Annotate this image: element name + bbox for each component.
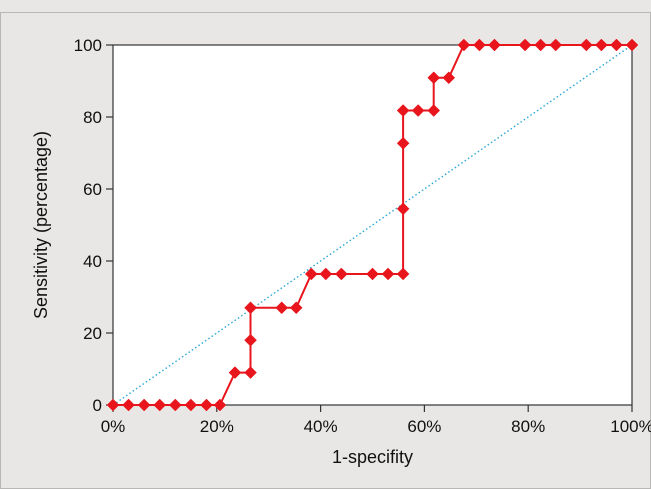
data-point-diamond xyxy=(122,398,135,412)
data-point-diamond xyxy=(244,366,257,379)
y-tick-label: 0 xyxy=(93,396,102,415)
x-tick-label: 100% xyxy=(610,417,651,436)
data-point-diamond xyxy=(106,398,120,412)
data-point-diamond xyxy=(595,38,608,52)
series-layer xyxy=(106,38,639,412)
x-tick-label: 60% xyxy=(407,417,441,436)
data-point-diamond xyxy=(396,104,410,117)
x-tick-label: 80% xyxy=(511,417,545,436)
y-tick-label: 20 xyxy=(83,324,102,343)
data-point-diamond xyxy=(213,398,227,412)
y-tick-label: 60 xyxy=(83,180,102,199)
data-point-diamond xyxy=(289,301,303,315)
data-point-diamond xyxy=(396,267,410,281)
data-point-diamond xyxy=(457,38,471,52)
data-point-diamond xyxy=(396,202,410,216)
data-point-diamond xyxy=(411,104,425,117)
data-point-diamond xyxy=(473,38,486,52)
data-point-diamond xyxy=(228,366,242,379)
data-point-diamond xyxy=(137,398,151,412)
y-tick-label: 40 xyxy=(83,252,102,271)
data-point-diamond xyxy=(168,398,182,412)
data-point-diamond xyxy=(244,333,257,347)
data-point-diamond xyxy=(579,38,593,52)
y-tick-label: 100 xyxy=(74,36,102,55)
data-point-diamond xyxy=(304,267,318,281)
x-tick-label: 0% xyxy=(101,417,126,436)
data-point-diamond xyxy=(518,38,532,52)
data-point-diamond xyxy=(625,38,639,52)
reference-diagonal-line xyxy=(112,44,633,406)
data-point-diamond xyxy=(319,267,333,281)
data-point-diamond xyxy=(184,398,198,412)
data-point-diamond xyxy=(381,267,395,281)
x-tick-label: 20% xyxy=(200,417,234,436)
y-axis-label: Sensitivity (percentage) xyxy=(31,131,51,319)
data-point-diamond xyxy=(153,398,167,412)
data-point-diamond xyxy=(366,267,379,281)
data-point-diamond xyxy=(396,136,410,150)
data-point-diamond xyxy=(200,398,213,412)
data-point-diamond xyxy=(549,38,563,52)
data-point-diamond xyxy=(275,301,289,315)
axes: 0 20 40 60 80 100 0% 20% 40% 60% 80% 100% xyxy=(74,36,651,436)
data-point-diamond xyxy=(488,38,501,52)
data-point-diamond xyxy=(442,71,456,85)
data-point-diamond xyxy=(610,38,623,52)
data-point-diamond xyxy=(427,104,441,117)
x-axis-label: 1-specifity xyxy=(332,447,413,467)
y-tick-label: 80 xyxy=(83,108,102,127)
data-point-diamond xyxy=(335,267,348,281)
data-point-diamond xyxy=(427,71,441,85)
data-point-diamond xyxy=(534,38,548,52)
data-point-diamond xyxy=(244,301,257,315)
x-tick-label: 40% xyxy=(304,417,338,436)
